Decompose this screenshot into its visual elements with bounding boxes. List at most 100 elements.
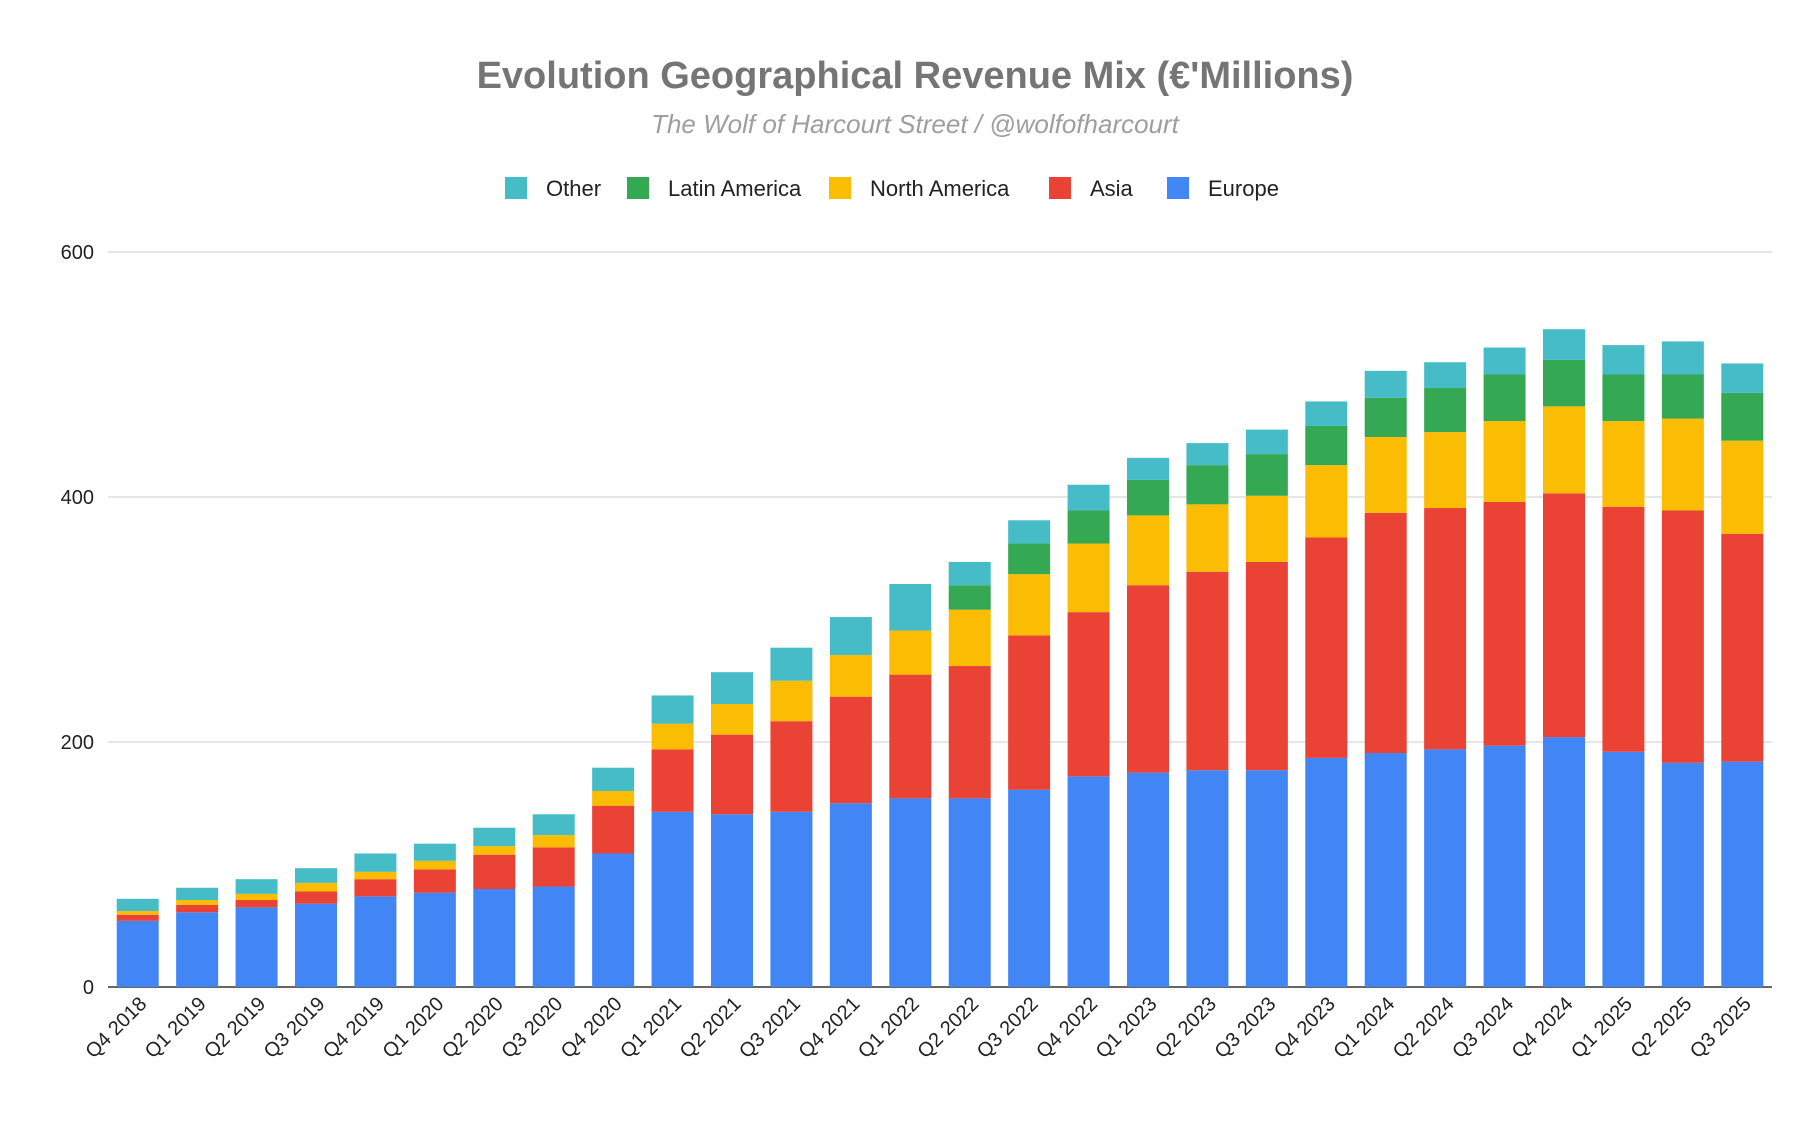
legend-swatch xyxy=(505,177,527,199)
bar-other-q4-2019 xyxy=(354,853,397,872)
bar-latin-america-q3-2023 xyxy=(1245,454,1288,496)
bar-asia-q2-2023 xyxy=(1186,571,1229,771)
bar-other-q1-2021 xyxy=(651,695,694,724)
bar-europe-q3-2021 xyxy=(770,811,813,987)
bar-asia-q4-2024 xyxy=(1543,493,1585,738)
x-tick-label: Q2 2019 xyxy=(200,993,270,1063)
bar-other-q3-2025 xyxy=(1721,363,1764,393)
bar-europe-q1-2019 xyxy=(176,912,219,987)
bar-other-q1-2022 xyxy=(889,583,932,631)
bar-europe-q4-2023 xyxy=(1305,757,1348,987)
bar-asia-q1-2020 xyxy=(413,869,456,893)
y-tick-label: 400 xyxy=(61,487,94,509)
legend-label: Other xyxy=(546,176,601,201)
bar-north-america-q3-2020 xyxy=(532,835,575,848)
bar-asia-q2-2021 xyxy=(711,734,753,815)
bar-europe-q3-2024 xyxy=(1483,745,1526,987)
bar-north-america-q4-2022 xyxy=(1067,543,1110,613)
y-tick-label: 600 xyxy=(61,242,94,264)
bar-europe-q1-2024 xyxy=(1364,753,1407,987)
bar-europe-q3-2019 xyxy=(295,903,337,987)
legend-label: Europe xyxy=(1208,176,1279,201)
x-tick-label: Q1 2021 xyxy=(616,993,686,1063)
x-tick-label: Q1 2024 xyxy=(1329,993,1399,1063)
x-tick-label: Q1 2019 xyxy=(141,993,211,1063)
bar-asia-q2-2020 xyxy=(473,854,516,889)
bar-other-q3-2021 xyxy=(770,647,813,681)
bar-other-q4-2024 xyxy=(1543,329,1585,360)
bar-north-america-q1-2025 xyxy=(1602,421,1645,507)
bar-asia-q1-2024 xyxy=(1364,512,1407,754)
bar-other-q4-2020 xyxy=(592,767,635,791)
legend-swatch xyxy=(1049,177,1071,199)
x-tick-label: Q4 2018 xyxy=(81,993,151,1063)
bar-north-america-q4-2020 xyxy=(592,791,635,806)
legend-label: Latin America xyxy=(668,176,802,201)
bar-north-america-q1-2021 xyxy=(651,723,694,750)
bar-north-america-q2-2022 xyxy=(948,609,991,667)
x-tick-label: Q4 2021 xyxy=(795,993,865,1063)
bar-europe-q2-2020 xyxy=(473,889,516,987)
chart-subtitle: The Wolf of Harcourt Street / @wolfofhar… xyxy=(651,109,1181,139)
x-tick-label: Q1 2025 xyxy=(1567,993,1637,1063)
bar-latin-america-q2-2024 xyxy=(1424,387,1467,433)
bar-other-q2-2020 xyxy=(473,827,516,847)
bar-north-america-q2-2019 xyxy=(235,893,278,901)
bar-europe-q1-2025 xyxy=(1602,751,1645,987)
bar-other-q2-2025 xyxy=(1661,341,1704,375)
bar-latin-america-q4-2023 xyxy=(1305,425,1348,466)
bar-asia-q1-2019 xyxy=(176,904,219,913)
bars xyxy=(116,329,1764,987)
bar-north-america-q3-2024 xyxy=(1483,421,1526,502)
x-tick-label: Q2 2023 xyxy=(1151,993,1221,1063)
bar-europe-q4-2019 xyxy=(354,896,397,987)
legend-item-europe[interactable]: Europe xyxy=(1167,176,1279,201)
bar-latin-america-q2-2023 xyxy=(1186,465,1229,505)
bar-other-q2-2019 xyxy=(235,879,278,894)
bar-other-q3-2024 xyxy=(1483,347,1526,375)
bar-other-q4-2022 xyxy=(1067,484,1110,511)
bar-asia-q3-2024 xyxy=(1483,501,1526,746)
bar-asia-q4-2021 xyxy=(829,696,872,804)
bar-europe-q4-2024 xyxy=(1543,737,1585,987)
bar-north-america-q1-2022 xyxy=(889,630,932,675)
bar-europe-q4-2020 xyxy=(592,853,635,987)
bar-north-america-q3-2023 xyxy=(1245,495,1288,562)
bar-north-america-q1-2024 xyxy=(1364,436,1407,513)
bar-latin-america-q4-2022 xyxy=(1067,510,1110,544)
x-tick-label: Q3 2025 xyxy=(1686,993,1756,1063)
legend-item-north-america[interactable]: North America xyxy=(829,176,1010,201)
bar-europe-q2-2022 xyxy=(948,798,991,987)
x-tick-label: Q2 2024 xyxy=(1389,993,1459,1063)
bar-europe-q4-2022 xyxy=(1067,776,1110,987)
bar-europe-q3-2023 xyxy=(1245,770,1288,987)
bar-other-q3-2022 xyxy=(1008,520,1051,544)
legend-item-latin-america[interactable]: Latin America xyxy=(627,176,802,201)
bar-north-america-q4-2023 xyxy=(1305,465,1348,538)
bar-north-america-q1-2023 xyxy=(1127,515,1169,586)
x-tick-label: Q3 2024 xyxy=(1448,993,1518,1063)
x-tick-label: Q4 2020 xyxy=(557,993,627,1063)
bar-other-q1-2025 xyxy=(1602,345,1645,375)
bar-asia-q3-2021 xyxy=(770,721,813,812)
bar-europe-q2-2019 xyxy=(235,907,278,987)
bar-north-america-q3-2019 xyxy=(295,882,337,892)
bar-north-america-q4-2018 xyxy=(116,911,159,915)
legend-item-other[interactable]: Other xyxy=(505,176,601,201)
bar-north-america-q2-2021 xyxy=(711,704,753,735)
bar-other-q1-2024 xyxy=(1364,370,1407,398)
bar-asia-q2-2019 xyxy=(235,900,278,908)
x-tick-label: Q1 2023 xyxy=(1092,993,1162,1063)
bar-asia-q1-2025 xyxy=(1602,506,1645,752)
x-tick-label: Q4 2022 xyxy=(1032,993,1102,1063)
legend-swatch xyxy=(1167,177,1189,199)
x-tick-label: Q2 2022 xyxy=(913,993,983,1063)
bar-asia-q4-2019 xyxy=(354,879,397,897)
bar-latin-america-q3-2024 xyxy=(1483,374,1526,422)
bar-europe-q2-2021 xyxy=(711,814,753,987)
bar-north-america-q1-2020 xyxy=(413,860,456,870)
bar-latin-america-q1-2024 xyxy=(1364,397,1407,437)
legend-item-asia[interactable]: Asia xyxy=(1049,176,1134,201)
bar-europe-q1-2020 xyxy=(413,892,456,987)
